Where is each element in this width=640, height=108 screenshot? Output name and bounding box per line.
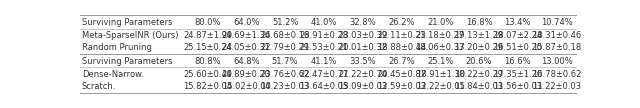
- Text: 24.68±0.16: 24.68±0.16: [260, 31, 310, 40]
- Text: 21.53±0.21: 21.53±0.21: [300, 43, 348, 52]
- Text: 15.82±0.04: 15.82±0.04: [183, 82, 232, 91]
- Text: 19.13±1.29: 19.13±1.29: [454, 31, 504, 40]
- Text: 25.15±0.24: 25.15±0.24: [183, 43, 232, 52]
- Text: 18.06±0.33: 18.06±0.33: [415, 43, 465, 52]
- Text: 23.76±0.62: 23.76±0.62: [260, 70, 310, 79]
- Text: 64.8%: 64.8%: [233, 57, 260, 66]
- Text: 14.23±0.03: 14.23±0.03: [260, 82, 310, 91]
- Text: Surviving Parameters: Surviving Parameters: [82, 18, 173, 27]
- Text: 18.88±0.44: 18.88±0.44: [377, 43, 426, 52]
- Text: Surviving Parameters: Surviving Parameters: [82, 57, 173, 66]
- Text: 21.18±0.27: 21.18±0.27: [416, 31, 465, 40]
- Text: 20.6%: 20.6%: [466, 57, 492, 66]
- Text: 18.07±2.24: 18.07±2.24: [493, 31, 542, 40]
- Text: 16.6%: 16.6%: [504, 57, 531, 66]
- Text: 22.11±0.23: 22.11±0.23: [377, 31, 426, 40]
- Text: Random Pruning: Random Pruning: [82, 43, 152, 52]
- Text: 12.59±0.03: 12.59±0.03: [377, 82, 426, 91]
- Text: 25.1%: 25.1%: [427, 57, 453, 66]
- Text: 15.02±0.00: 15.02±0.00: [222, 82, 271, 91]
- Text: 22.79±0.29: 22.79±0.29: [260, 43, 310, 52]
- Text: 17.35±1.20: 17.35±1.20: [493, 70, 542, 79]
- Text: 32.8%: 32.8%: [349, 18, 376, 27]
- Text: 16.51±0.20: 16.51±0.20: [493, 43, 542, 52]
- Text: 26.2%: 26.2%: [388, 18, 415, 27]
- Text: 20.45±0.87: 20.45±0.87: [377, 70, 426, 79]
- Text: 41.1%: 41.1%: [310, 57, 337, 66]
- Text: 25.60±0.49: 25.60±0.49: [183, 70, 232, 79]
- Text: 24.69±1.36: 24.69±1.36: [221, 31, 271, 40]
- Text: 64.0%: 64.0%: [233, 18, 260, 27]
- Text: 22.47±0.77: 22.47±0.77: [300, 70, 349, 79]
- Text: 80.0%: 80.0%: [195, 18, 221, 27]
- Text: 51.2%: 51.2%: [272, 18, 298, 27]
- Text: 11.84±0.03: 11.84±0.03: [454, 82, 504, 91]
- Text: 10.74%: 10.74%: [541, 18, 573, 27]
- Text: Meta-SparseINR (Ours): Meta-SparseINR (Ours): [82, 31, 179, 40]
- Text: 33.5%: 33.5%: [349, 57, 376, 66]
- Text: Dense-Narrow.: Dense-Narrow.: [82, 70, 144, 79]
- Text: 21.0%: 21.0%: [427, 18, 453, 27]
- Text: 11.22±0.03: 11.22±0.03: [532, 82, 581, 91]
- Text: 13.64±0.05: 13.64±0.05: [300, 82, 348, 91]
- Text: 26.7%: 26.7%: [388, 57, 415, 66]
- Text: 13.09±0.03: 13.09±0.03: [338, 82, 387, 91]
- Text: 17.20±0.29: 17.20±0.29: [454, 43, 504, 52]
- Text: 15.87±0.18: 15.87±0.18: [532, 43, 581, 52]
- Text: 41.0%: 41.0%: [310, 18, 337, 27]
- Text: 23.03±0.39: 23.03±0.39: [338, 31, 387, 40]
- Text: 12.22±0.05: 12.22±0.05: [416, 82, 465, 91]
- Text: 18.91±1.30: 18.91±1.30: [416, 70, 465, 79]
- Text: 18.22±0.29: 18.22±0.29: [454, 70, 504, 79]
- Text: 13.00%: 13.00%: [541, 57, 573, 66]
- Text: 20.01±0.32: 20.01±0.32: [338, 43, 387, 52]
- Text: 80.8%: 80.8%: [194, 57, 221, 66]
- Text: 23.91±0.28: 23.91±0.28: [300, 31, 348, 40]
- Text: Scratch.: Scratch.: [82, 82, 116, 91]
- Text: 11.56±0.03: 11.56±0.03: [493, 82, 542, 91]
- Text: 18.31±0.46: 18.31±0.46: [532, 31, 581, 40]
- Text: 16.8%: 16.8%: [466, 18, 492, 27]
- Text: 51.7%: 51.7%: [272, 57, 298, 66]
- Text: 24.05±0.31: 24.05±0.31: [222, 43, 271, 52]
- Text: 21.22±0.74: 21.22±0.74: [338, 70, 387, 79]
- Text: 16.78±0.62: 16.78±0.62: [532, 70, 581, 79]
- Text: 24.87±1.99: 24.87±1.99: [183, 31, 232, 40]
- Text: 24.89±0.20: 24.89±0.20: [222, 70, 271, 79]
- Text: 13.4%: 13.4%: [504, 18, 531, 27]
